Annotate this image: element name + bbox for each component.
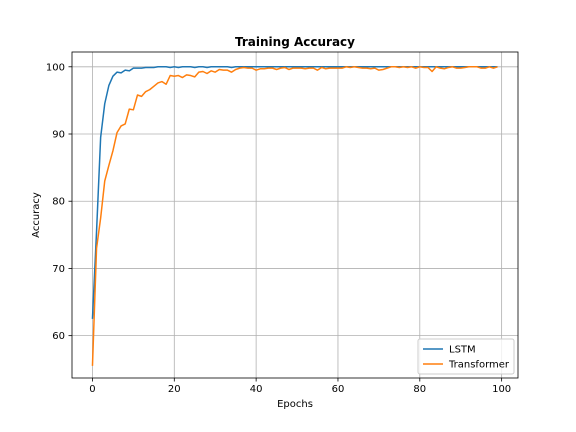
y-axis-label: Accuracy <box>31 192 42 238</box>
legend-label-transformer: Transformer <box>448 360 510 371</box>
series-line-transformer <box>91 66 498 366</box>
y-tick-label: 80 <box>52 197 65 208</box>
series-lines <box>91 66 498 366</box>
legend: LSTM Transformer <box>417 338 515 375</box>
plot-area-frame <box>71 51 519 379</box>
x-axis-label: Epochs <box>277 399 313 410</box>
y-tick-label: 100 <box>46 62 65 73</box>
x-tick-label: 40 <box>250 384 263 395</box>
axis-ticks: 0 20 40 60 80 100 60 70 80 90 100 <box>46 62 511 395</box>
x-tick-label: 80 <box>413 384 426 395</box>
chart-title: Training Accuracy <box>235 35 355 49</box>
x-tick-label: 60 <box>332 384 345 395</box>
x-tick-label: 100 <box>492 384 511 395</box>
x-tick-label: 0 <box>89 384 95 395</box>
x-tick-label: 20 <box>168 384 181 395</box>
y-tick-label: 60 <box>52 331 65 342</box>
legend-label-lstm: LSTM <box>449 345 476 356</box>
y-tick-label: 70 <box>52 264 65 275</box>
series-line-lstm <box>91 66 498 319</box>
y-tick-label: 90 <box>52 130 65 141</box>
legend-box <box>417 338 515 375</box>
